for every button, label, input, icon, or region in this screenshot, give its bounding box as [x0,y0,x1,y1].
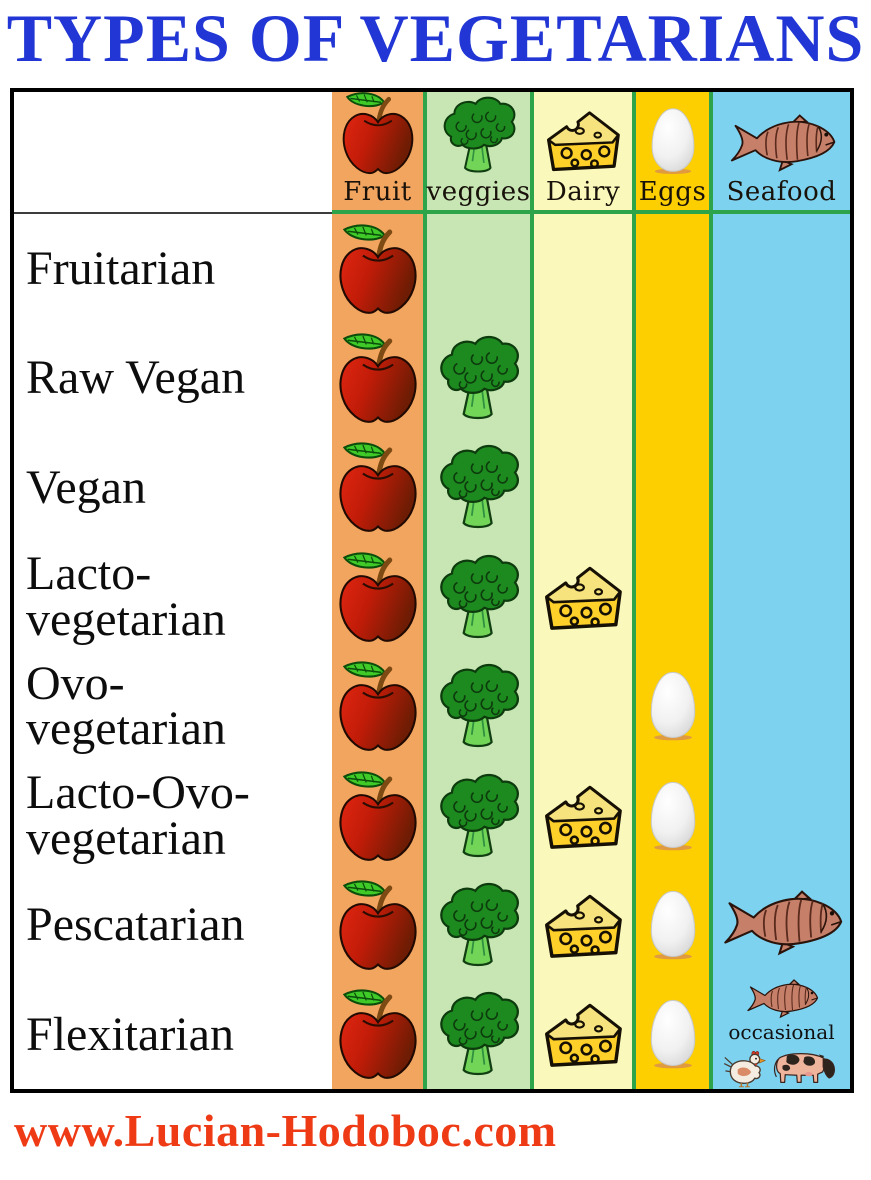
vegetarian-table: Fruit veggies Dairy Eggs Seafood Fruitarian Ra… [10,88,854,1093]
broccoli-icon [432,661,526,751]
occasional-label: occasional [728,1020,835,1045]
veggies-cell [423,760,530,871]
seafood-cell [709,214,850,324]
broccoli-icon [432,442,526,532]
egg-icon [645,997,701,1071]
row-label: Vegan [14,432,332,543]
eggs-cell [632,214,709,324]
dairy-cell [530,323,632,433]
seafood-cell [709,542,850,652]
fruit-cell [332,651,423,761]
eggs-cell [632,979,709,1089]
row-label: Lacto- vegetarian [14,542,332,652]
apple-icon [336,659,420,753]
row-label: Fruitarian [14,214,332,324]
apple-icon [336,222,420,316]
apple-icon [336,550,420,644]
veggies-cell [423,323,530,433]
salmon-icon [742,979,822,1021]
column-label-dairy: Dairy [545,177,621,207]
row-label: Raw Vegan [14,323,332,433]
cow-icon [769,1045,841,1089]
eggs-cell [632,542,709,652]
broccoli-icon [432,552,526,642]
column-header-fruit: Fruit [332,92,423,214]
dairy-cell [530,870,632,980]
broccoli-icon [432,333,526,423]
seafood-cell [709,651,850,761]
broccoli-icon [432,880,526,970]
cheese-icon [539,778,627,854]
eggs-cell [632,870,709,980]
egg-icon [645,779,701,853]
eggs-cell [632,760,709,871]
row-label: Flexitarian [14,979,332,1089]
column-header-veggies: veggies [423,92,530,214]
page-title: TYPES OF VEGETARIANS [6,0,865,76]
chicken-icon [723,1043,767,1089]
egg-icon [645,106,701,176]
seafood-cell: occasional [709,980,850,1089]
salmon-icon [723,114,841,176]
meat-icons [723,1043,841,1089]
dairy-cell [530,651,632,761]
broccoli-icon [432,771,526,861]
dairy-cell [530,979,632,1089]
apple-icon [336,769,420,863]
veggies-cell [423,542,530,652]
column-label-seafood: Seafood [726,177,837,207]
broccoli-icon [431,94,527,176]
egg-icon [645,888,701,962]
seafood-cell [709,760,850,871]
eggs-cell [632,323,709,433]
broccoli-icon [432,989,526,1079]
apple-icon [336,878,420,972]
eggs-cell [632,651,709,761]
column-header-seafood: Seafood [709,92,850,214]
apple-icon [336,987,420,1081]
apple-icon [339,90,417,176]
cheese-icon [539,559,627,635]
fruit-cell [332,323,423,433]
veggies-cell [423,979,530,1089]
dairy-cell [530,432,632,543]
row-label: Lacto-Ovo- vegetarian [14,760,332,871]
row-label: Pescatarian [14,870,332,980]
column-header-eggs: Eggs [632,92,709,214]
fruit-cell [332,760,423,871]
seafood-cell [709,870,850,980]
fruit-cell [332,870,423,980]
cheese-icon [540,104,626,176]
apple-icon [336,331,420,425]
veggies-cell [423,214,530,324]
column-header-dairy: Dairy [530,92,632,214]
salmon-icon [719,890,845,960]
row-label: Ovo- vegetarian [14,651,332,761]
fruit-cell [332,979,423,1089]
dairy-cell [530,542,632,652]
eggs-cell [632,432,709,543]
dairy-cell [530,214,632,324]
column-label-eggs: Eggs [638,177,707,207]
cheese-icon [539,887,627,963]
dairy-cell [530,760,632,871]
veggies-cell [423,432,530,543]
fruit-cell [332,214,423,324]
veggies-cell [423,651,530,761]
cheese-icon [539,996,627,1072]
column-label-fruit: Fruit [343,177,412,207]
fruit-cell [332,542,423,652]
apple-icon [336,440,420,534]
veggies-cell [423,870,530,980]
website-link: www.Lucian-Hodoboc.com [14,1105,557,1156]
seafood-cell [709,323,850,433]
column-label-veggies: veggies [426,177,531,207]
seafood-cell [709,432,850,543]
egg-icon [645,669,701,743]
fruit-cell [332,432,423,543]
corner-cell [14,92,332,214]
